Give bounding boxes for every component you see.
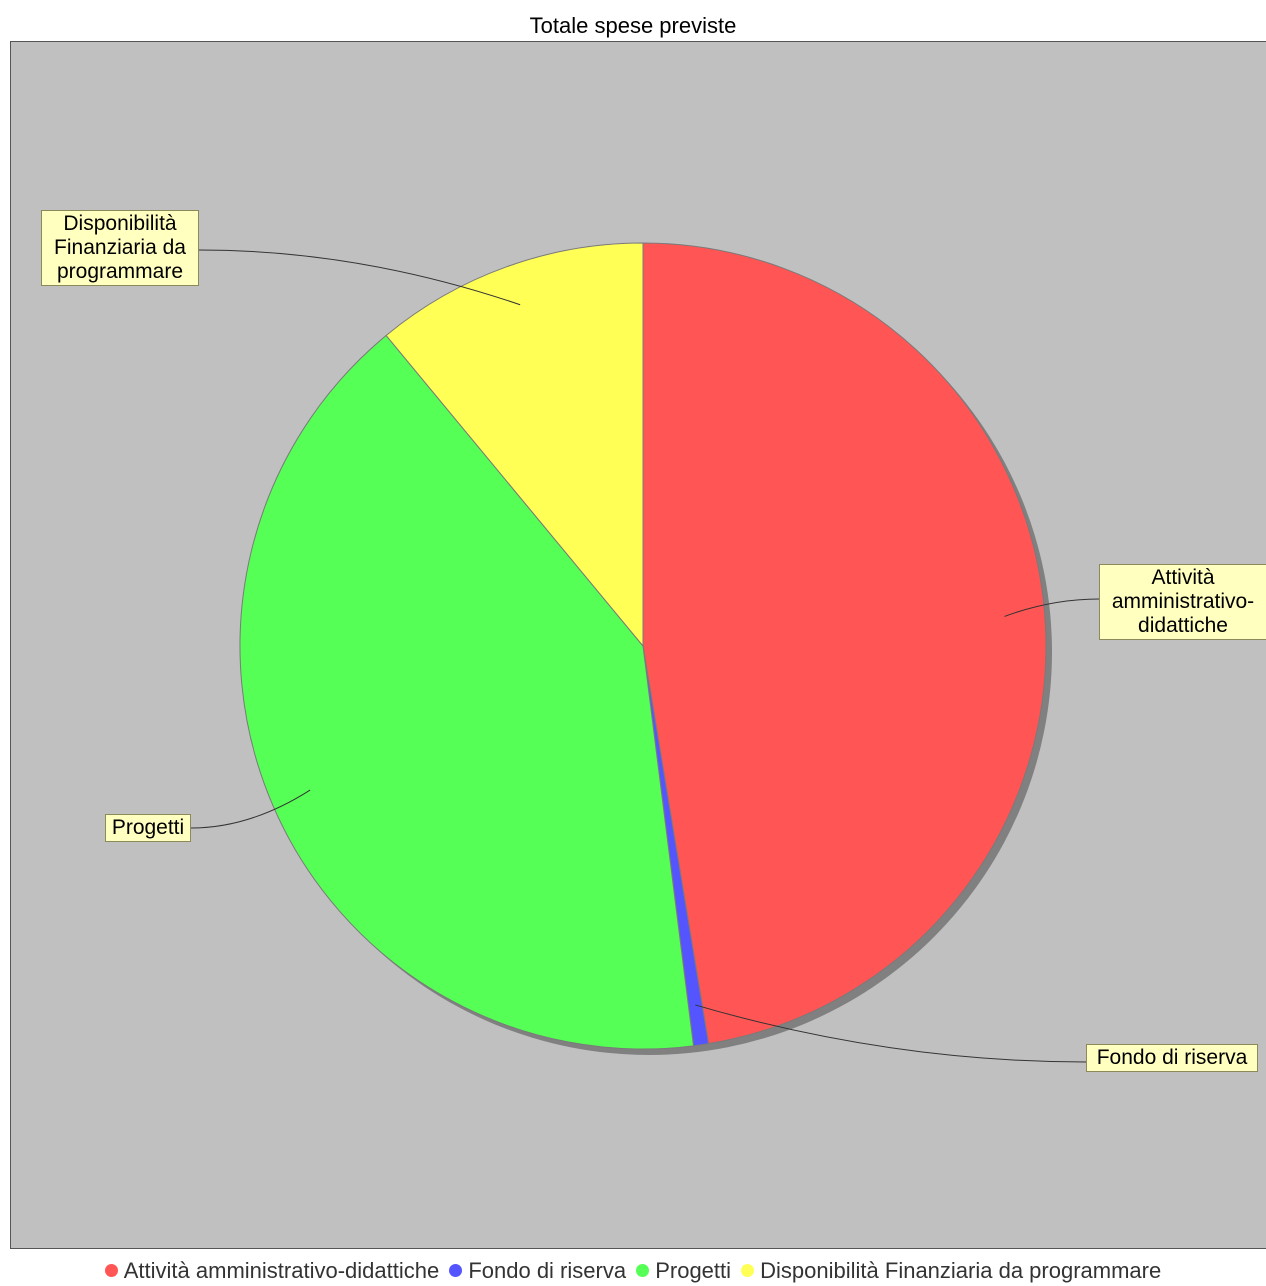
chart-title: Totale spese previste [529,13,737,38]
legend-label: Attività amministrativo-didattiche [123,1258,440,1283]
leader-line-3 [190,789,311,829]
leader-line-4 [198,249,521,306]
callout-label-progetti: Progetti [105,814,191,842]
legend-label: Fondo di riserva [468,1258,627,1283]
legend-item-disponibilita: Disponibilità Finanziaria da programmare [741,1258,1161,1284]
legend-dot-icon [104,1264,118,1277]
leader-line-1 [1004,598,1100,617]
legend: Attività amministrativo-didattiche Fondo… [0,1258,1266,1284]
legend-dot-icon [449,1264,463,1277]
legend-item-fondo: Fondo di riserva [449,1258,626,1284]
pie-slice-1 [642,242,1047,1045]
legend-dot-icon [636,1264,650,1277]
pie-slice-3 [239,334,695,1050]
pie-chart [190,242,1100,1063]
callout-label-disponibilita: Disponibilità Finanziaria da programmare [41,210,199,286]
plot-area: Attività amministrativo- didattiche Fond… [10,41,1266,1249]
legend-dot-icon [741,1264,755,1277]
leader-line-2 [695,1004,1087,1063]
legend-label: Progetti [655,1258,732,1283]
legend-label: Disponibilità Finanziaria da programmare [760,1258,1162,1283]
legend-item-progetti: Progetti [636,1258,731,1284]
callout-label-attivita: Attività amministrativo- didattiche [1099,564,1266,640]
legend-item-attivita: Attività amministrativo-didattiche [104,1258,440,1284]
callout-label-fondo: Fondo di riserva [1086,1044,1258,1072]
pie-slice-4 [385,242,644,648]
